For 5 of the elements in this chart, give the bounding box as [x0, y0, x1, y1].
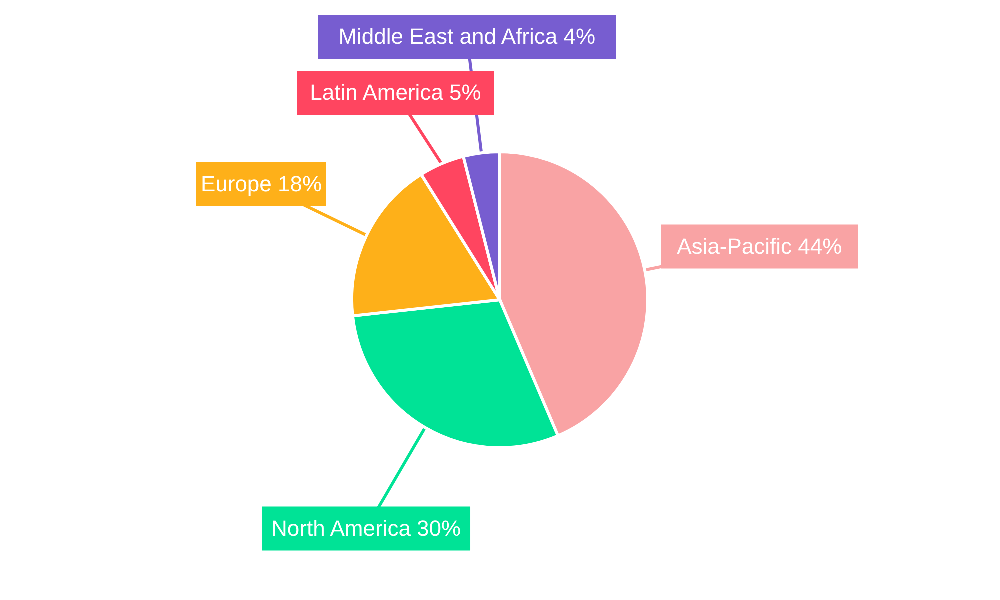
slice-label: Latin America 5%: [310, 80, 482, 106]
slice-label: North America 30%: [272, 516, 462, 541]
slice-label: Europe 18%: [200, 171, 322, 196]
slice-label: Asia-Pacific 44%: [677, 234, 842, 259]
slice-label: Middle East and Africa 4%: [338, 24, 596, 50]
